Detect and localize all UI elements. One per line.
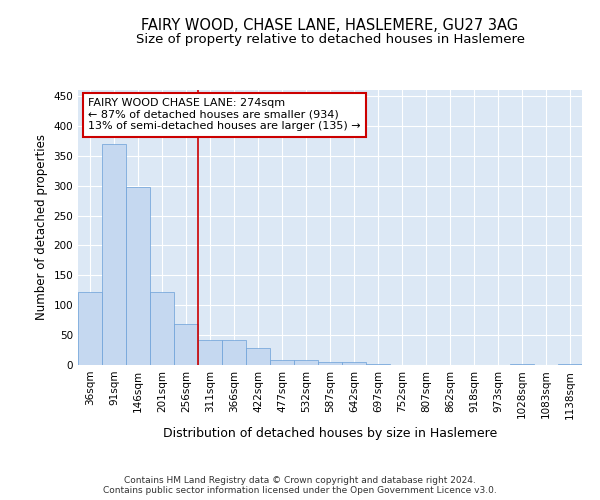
Bar xyxy=(102,144,126,365)
Bar xyxy=(174,324,198,365)
Bar xyxy=(78,292,102,365)
Bar xyxy=(222,340,246,365)
Bar xyxy=(126,188,150,365)
Y-axis label: Number of detached properties: Number of detached properties xyxy=(35,134,48,320)
Bar xyxy=(558,364,582,365)
Bar xyxy=(246,348,270,365)
Bar xyxy=(150,292,174,365)
Text: FAIRY WOOD, CHASE LANE, HASLEMERE, GU27 3AG: FAIRY WOOD, CHASE LANE, HASLEMERE, GU27 … xyxy=(142,18,518,32)
Bar xyxy=(318,362,342,365)
Text: FAIRY WOOD CHASE LANE: 274sqm
← 87% of detached houses are smaller (934)
13% of : FAIRY WOOD CHASE LANE: 274sqm ← 87% of d… xyxy=(88,98,361,132)
Bar xyxy=(510,364,534,365)
Bar xyxy=(366,364,390,365)
Bar xyxy=(294,360,318,365)
Text: Size of property relative to detached houses in Haslemere: Size of property relative to detached ho… xyxy=(136,32,524,46)
Bar xyxy=(342,362,366,365)
Bar xyxy=(270,360,294,365)
Bar xyxy=(198,340,222,365)
Text: Contains HM Land Registry data © Crown copyright and database right 2024.
Contai: Contains HM Land Registry data © Crown c… xyxy=(103,476,497,495)
X-axis label: Distribution of detached houses by size in Haslemere: Distribution of detached houses by size … xyxy=(163,427,497,440)
